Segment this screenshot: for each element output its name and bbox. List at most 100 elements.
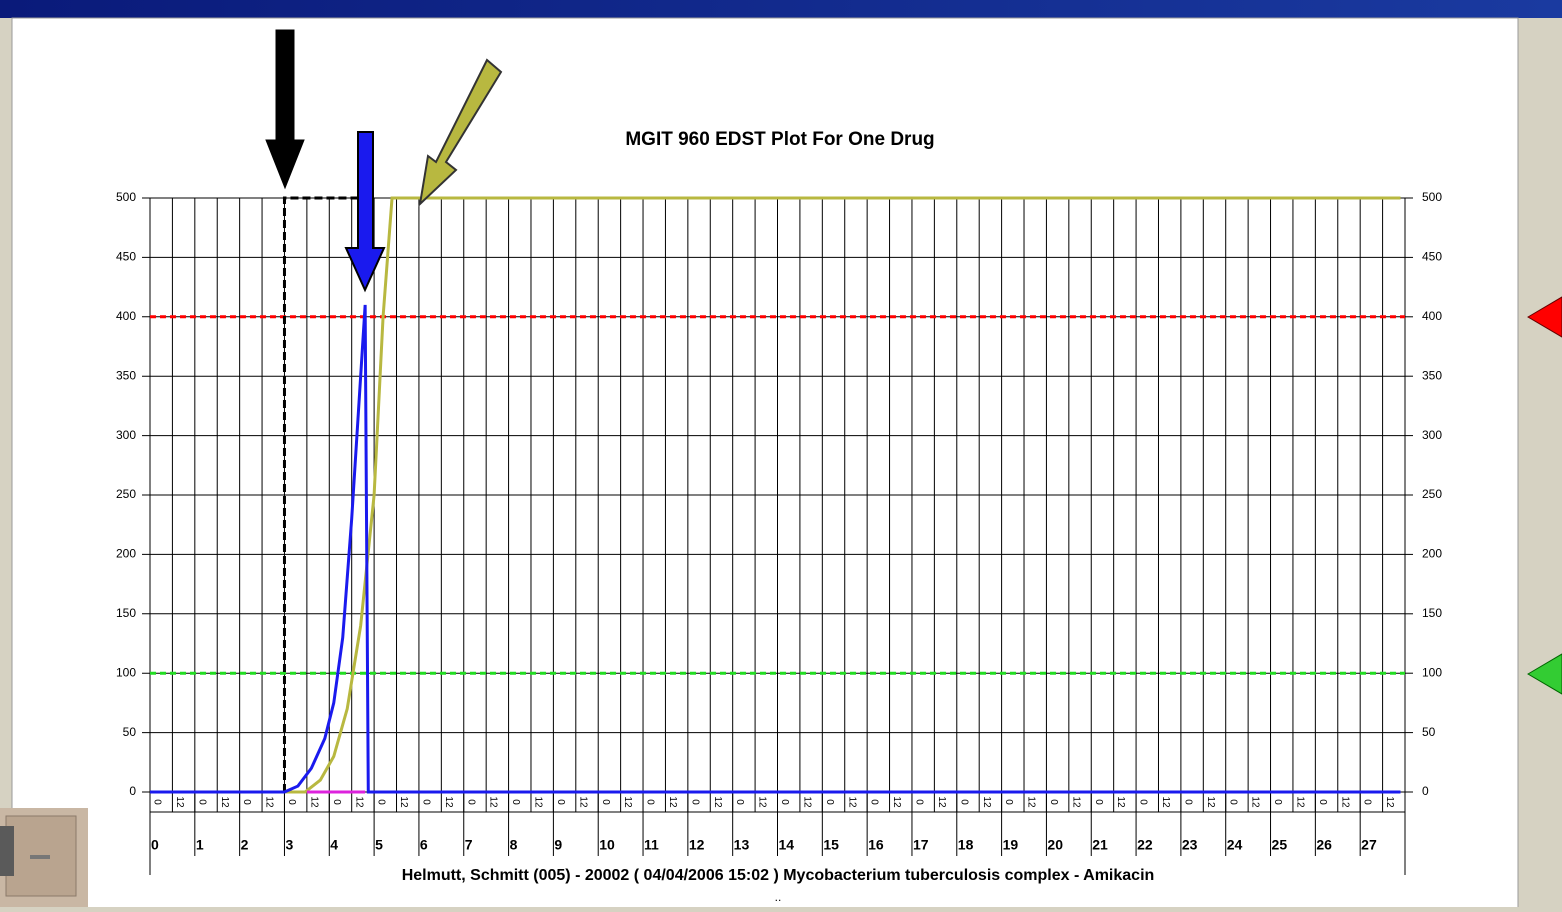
green-marker bbox=[1528, 654, 1562, 694]
x-tick-label: 3 bbox=[285, 837, 293, 853]
top-bar bbox=[0, 0, 1562, 18]
hour-label: 12 bbox=[622, 796, 633, 808]
hour-label: 12 bbox=[1250, 796, 1261, 808]
x-tick-label: 1 bbox=[196, 837, 204, 853]
x-tick-label: 2 bbox=[241, 837, 249, 853]
x-tick-label: 6 bbox=[420, 837, 428, 853]
hour-label: 12 bbox=[1339, 796, 1350, 808]
hour-label: 12 bbox=[891, 796, 902, 808]
x-tick-label: 10 bbox=[599, 837, 615, 853]
hour-label: 0 bbox=[1227, 799, 1238, 805]
x-tick-label: 7 bbox=[465, 837, 473, 853]
hour-label: 12 bbox=[174, 796, 185, 808]
hour-label: 12 bbox=[264, 796, 275, 808]
y2-tick-label: 100 bbox=[1422, 665, 1442, 679]
hour-label: 12 bbox=[801, 796, 812, 808]
hour-label: 12 bbox=[1295, 796, 1306, 808]
hour-label: 0 bbox=[1138, 799, 1149, 805]
hour-label: 12 bbox=[936, 796, 947, 808]
y-tick-label: 250 bbox=[116, 487, 136, 501]
y2-tick-label: 400 bbox=[1422, 309, 1442, 323]
panel bbox=[12, 18, 1518, 907]
footer: Helmutt, Schmitt (005) - 20002 ( 04/04/2… bbox=[402, 867, 1155, 884]
hour-label: 0 bbox=[420, 799, 431, 805]
x-tick-label: 22 bbox=[1137, 837, 1153, 853]
hour-label: 0 bbox=[1093, 799, 1104, 805]
y-tick-label: 150 bbox=[116, 606, 136, 620]
hour-label: 0 bbox=[824, 799, 835, 805]
y-tick-label: 100 bbox=[116, 665, 136, 679]
hour-label: 12 bbox=[757, 796, 768, 808]
hour-label: 0 bbox=[1182, 799, 1193, 805]
y2-tick-label: 350 bbox=[1422, 368, 1442, 382]
hour-label: 0 bbox=[376, 799, 387, 805]
y-tick-label: 200 bbox=[116, 547, 136, 561]
hour-label: 12 bbox=[398, 796, 409, 808]
x-tick-label: 18 bbox=[958, 837, 974, 853]
hour-label: 0 bbox=[779, 799, 790, 805]
x-tick-label: 11 bbox=[644, 837, 659, 853]
y2-tick-label: 200 bbox=[1422, 547, 1442, 561]
hour-label: 12 bbox=[577, 796, 588, 808]
y2-tick-label: 300 bbox=[1422, 428, 1442, 442]
y2-tick-label: 0 bbox=[1422, 784, 1429, 798]
hour-label: 0 bbox=[600, 799, 611, 805]
hour-label: 12 bbox=[667, 796, 678, 808]
x-tick-label: 13 bbox=[734, 837, 750, 853]
hour-label: 12 bbox=[353, 796, 364, 808]
chart-title: MGIT 960 EDST Plot For One Drug bbox=[625, 129, 934, 150]
x-tick-label: 26 bbox=[1316, 837, 1332, 853]
page: {"chart_data": { "type": "line", "title"… bbox=[0, 0, 1562, 907]
hour-label: 0 bbox=[1362, 799, 1373, 805]
x-tick-label: 20 bbox=[1047, 837, 1063, 853]
hour-label: 12 bbox=[308, 796, 319, 808]
y2-tick-label: 450 bbox=[1422, 250, 1442, 264]
hour-label: 0 bbox=[645, 799, 656, 805]
y-tick-label: 350 bbox=[116, 368, 136, 382]
y-tick-label: 450 bbox=[116, 250, 136, 264]
y2-tick-label: 50 bbox=[1422, 725, 1436, 739]
hour-label: 12 bbox=[1160, 796, 1171, 808]
x-tick-label: 25 bbox=[1272, 837, 1288, 853]
hour-label: 12 bbox=[1070, 796, 1081, 808]
y2-tick-label: 500 bbox=[1422, 190, 1442, 204]
x-tick-label: 24 bbox=[1227, 837, 1243, 853]
hour-label: 0 bbox=[914, 799, 925, 805]
hour-label: 0 bbox=[1272, 799, 1283, 805]
chart: MGIT 960 EDST Plot For One Drug Helmutt,… bbox=[0, 0, 1562, 907]
y-tick-label: 0 bbox=[129, 784, 136, 798]
hour-label: 12 bbox=[1026, 796, 1037, 808]
x-tick-label: 16 bbox=[868, 837, 884, 853]
hour-label: 0 bbox=[331, 799, 342, 805]
x-tick-label: 5 bbox=[375, 837, 383, 853]
x-tick-label: 17 bbox=[913, 837, 929, 853]
instrument-photo bbox=[0, 808, 88, 907]
hour-label: 0 bbox=[1048, 799, 1059, 805]
hour-label: 12 bbox=[981, 796, 992, 808]
y-tick-label: 300 bbox=[116, 428, 136, 442]
hour-label: 12 bbox=[1115, 796, 1126, 808]
hour-label: 0 bbox=[958, 799, 969, 805]
hour-label: 0 bbox=[286, 799, 297, 805]
hour-label: 12 bbox=[443, 796, 454, 808]
hour-label: 0 bbox=[510, 799, 521, 805]
x-tick-label: 19 bbox=[1003, 837, 1019, 853]
hour-label: 0 bbox=[152, 799, 163, 805]
hour-label: 0 bbox=[1003, 799, 1014, 805]
hour-label: 0 bbox=[869, 799, 880, 805]
hour-label: 0 bbox=[196, 799, 207, 805]
hour-label: 12 bbox=[846, 796, 857, 808]
x-tick-label: 0 bbox=[151, 837, 159, 853]
hour-label: 12 bbox=[533, 796, 544, 808]
y2-tick-label: 250 bbox=[1422, 487, 1442, 501]
hour-label: 0 bbox=[241, 799, 252, 805]
x-tick-label: 14 bbox=[779, 837, 795, 853]
y-tick-label: 50 bbox=[123, 725, 137, 739]
x-tick-label: 8 bbox=[510, 837, 518, 853]
hour-label: 0 bbox=[1317, 799, 1328, 805]
x-tick-label: 27 bbox=[1361, 837, 1377, 853]
x-tick-label: 9 bbox=[554, 837, 562, 853]
hour-label: 0 bbox=[555, 799, 566, 805]
y-tick-label: 400 bbox=[116, 309, 136, 323]
footnote: .. bbox=[775, 890, 782, 904]
